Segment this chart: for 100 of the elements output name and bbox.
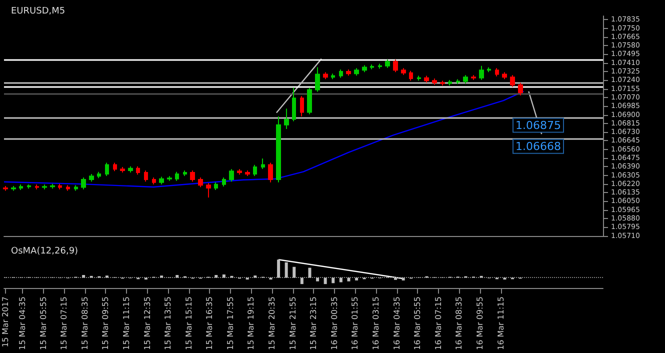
bar — [222, 274, 226, 278]
candlestick — [339, 69, 343, 78]
candlestick — [159, 176, 164, 185]
candlestick — [253, 164, 257, 176]
bar — [316, 278, 320, 282]
candlestick — [323, 72, 328, 80]
candlestick — [378, 63, 382, 70]
x-tick-label: 16 Mar 00:35 — [330, 296, 339, 350]
candlestick — [206, 182, 211, 198]
x-tick-label: 16 Mar 07:15 — [434, 296, 443, 350]
candlestick — [276, 116, 281, 183]
bar — [332, 278, 335, 284]
candlestick — [463, 74, 468, 84]
candlestick — [245, 170, 250, 176]
x-tick-label: 15 Mar 16:35 — [205, 296, 214, 350]
candlestick — [440, 80, 445, 86]
candlestick — [74, 184, 78, 192]
bar — [324, 278, 327, 284]
bar — [308, 268, 312, 278]
candlestick — [89, 174, 94, 182]
candlestick — [42, 184, 47, 190]
bar — [339, 278, 342, 282]
x-tick-label: 15 Mar 04:35 — [18, 296, 27, 350]
x-tick-label: 15 Mar 09:55 — [101, 296, 110, 350]
x-tick-label: 15 Mar 19:15 — [246, 296, 256, 350]
candlestick — [471, 74, 476, 80]
x-tick-label: 16 Mar 05:55 — [413, 296, 422, 350]
x-tick-label: 15 Mar 23:15 — [309, 296, 318, 350]
candlestick — [393, 59, 398, 73]
x-tick-label: 15 Mar 05:55 — [38, 296, 48, 350]
bar — [82, 275, 86, 278]
x-tick-label: 16 Mar 03:15 — [372, 296, 381, 350]
candlestick — [495, 68, 499, 77]
x-tick-label: 15 Mar 20:35 — [268, 296, 277, 350]
candlestick — [105, 162, 109, 176]
candlestick — [113, 162, 117, 172]
candlestick — [502, 72, 507, 80]
candlestick — [424, 75, 429, 84]
candlestick — [354, 68, 359, 76]
candlestick — [214, 182, 218, 191]
candlestick — [136, 166, 140, 176]
candlestick — [144, 170, 148, 182]
candlestick — [19, 184, 23, 191]
candlestick — [479, 65, 484, 80]
candlestick — [456, 78, 460, 85]
candlestick — [3, 185, 8, 192]
x-tick-label: 15 Mar 11:15 — [122, 296, 131, 350]
candlestick — [229, 168, 234, 182]
candlestick — [11, 185, 16, 192]
x-tick-label: 15 Mar 17:55 — [226, 296, 235, 350]
bar — [214, 275, 218, 278]
bar — [355, 278, 358, 280]
candlestick — [35, 184, 39, 190]
candlestick — [58, 183, 62, 190]
bar — [347, 278, 350, 282]
bar — [277, 260, 280, 278]
candlestick — [198, 177, 203, 188]
bar — [402, 278, 405, 280]
bar — [176, 275, 179, 278]
candlestick — [128, 166, 133, 174]
candlestick — [261, 158, 265, 170]
x-tick-label: 15 Mar 08:35 — [80, 296, 90, 350]
candlestick — [152, 177, 156, 185]
x-tick-label: 16 Mar 08:35 — [454, 296, 464, 350]
chart-title: EURUSD,M5 — [11, 6, 66, 16]
candlestick — [448, 79, 452, 86]
x-tick-label: 15 Mar 15:15 — [184, 296, 194, 350]
candlestick — [362, 64, 367, 73]
candlestick — [183, 170, 187, 176]
bar — [292, 266, 296, 278]
candlestick — [510, 74, 515, 88]
candlestick — [81, 177, 86, 190]
x-tick-label: 16 Mar 09:55 — [476, 296, 485, 350]
x-tick-label: 16 Mar 04:35 — [392, 296, 402, 350]
candlestick — [66, 184, 70, 192]
ref-line-label: 1.06875 — [516, 118, 561, 132]
x-tick-label: 15 Mar 2017 — [1, 296, 10, 348]
candlestick — [307, 87, 312, 115]
x-tick-label: 15 Mar 21:55 — [288, 296, 298, 350]
bar — [284, 262, 288, 278]
x-tick-label: 15 Mar 07:15 — [60, 296, 69, 350]
candlestick — [417, 75, 421, 82]
candlestick — [385, 59, 390, 68]
candlestick — [167, 176, 172, 182]
chart-title: OsMA(12,26,9) — [11, 246, 78, 256]
candlestick — [409, 70, 413, 82]
candlestick — [97, 171, 101, 179]
candlestick — [292, 87, 296, 122]
candlestick — [190, 170, 195, 182]
candlestick — [120, 166, 125, 174]
candlestick — [268, 162, 273, 183]
candlestick — [50, 183, 55, 190]
candlestick — [331, 73, 335, 80]
ref-line-label: 1.06668 — [516, 140, 561, 153]
candlestick — [27, 184, 31, 190]
candlestick — [487, 66, 491, 73]
x-tick-label: 16 Mar 11:15 — [496, 296, 506, 350]
candlestick — [518, 82, 523, 96]
candlestick — [300, 96, 304, 117]
candlestick — [401, 68, 406, 76]
